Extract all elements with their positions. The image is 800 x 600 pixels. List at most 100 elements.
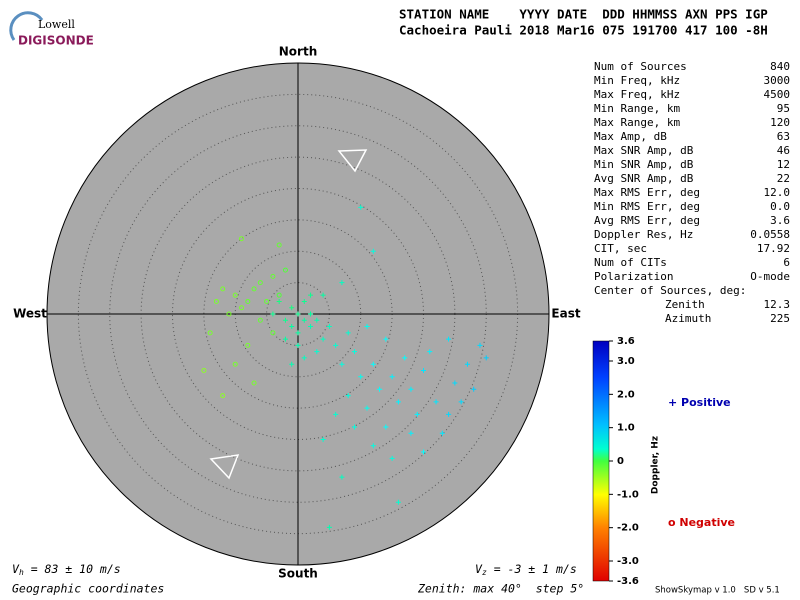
colorbar-tick-label: 3.0 bbox=[617, 356, 635, 367]
source-negative bbox=[232, 292, 238, 298]
source-negative bbox=[239, 305, 245, 311]
legend-negative: o Negative bbox=[668, 516, 735, 529]
source-negative bbox=[213, 298, 219, 304]
source-positive bbox=[289, 305, 295, 311]
logo-swoosh bbox=[9, 11, 44, 41]
source-positive bbox=[339, 361, 345, 367]
source-positive bbox=[333, 411, 339, 417]
source-positive bbox=[383, 424, 389, 430]
colorbar-tick-label: 1.0 bbox=[617, 423, 635, 434]
stat-value: 4500 bbox=[764, 88, 791, 101]
source-positive bbox=[314, 349, 320, 355]
source-positive bbox=[389, 455, 395, 461]
legend-positive: + Positive bbox=[668, 396, 731, 409]
source-positive bbox=[421, 367, 426, 373]
compass-label: East bbox=[551, 307, 580, 321]
colorbar bbox=[592, 340, 610, 582]
stat-label: Max SNR Amp, dB bbox=[594, 144, 694, 157]
source-positive bbox=[314, 317, 320, 323]
source-positive bbox=[483, 355, 489, 361]
source-positive bbox=[477, 342, 483, 348]
stat-value: 3000 bbox=[764, 74, 791, 87]
center-value: 12.3 bbox=[764, 298, 791, 311]
source-negative bbox=[276, 292, 282, 298]
center-label: Azimuth bbox=[665, 312, 711, 325]
stat-value: O-mode bbox=[750, 270, 790, 283]
stat-label: Avg RMS Err, deg bbox=[594, 214, 700, 227]
source-positive bbox=[282, 317, 288, 323]
source-positive bbox=[389, 374, 395, 380]
stat-value: 17.92 bbox=[757, 242, 790, 255]
source-positive bbox=[433, 399, 439, 405]
compass-label: North bbox=[279, 45, 317, 59]
source-positive bbox=[301, 317, 307, 323]
source-positive bbox=[439, 430, 445, 436]
source-negative bbox=[264, 298, 270, 304]
source-positive bbox=[395, 399, 401, 405]
header-line: STATION NAME YYYY DATE DDD HHMMSS AXN PP… bbox=[399, 7, 768, 22]
source-negative bbox=[207, 330, 213, 336]
center-title: Center of Sources, deg: bbox=[594, 284, 746, 297]
source-negative bbox=[201, 367, 207, 373]
stat-label: CIT, sec bbox=[594, 242, 647, 255]
source-positive bbox=[358, 204, 364, 210]
stat-label: Doppler Res, Hz bbox=[594, 228, 693, 241]
stat-value: 120 bbox=[770, 116, 790, 129]
source-positive bbox=[295, 342, 301, 348]
stat-value: 6 bbox=[783, 256, 790, 269]
source-positive bbox=[414, 411, 420, 417]
vz: Vz = -3 ± 1 m/s bbox=[475, 562, 577, 577]
source-negative bbox=[257, 317, 263, 323]
source-positive bbox=[351, 424, 357, 430]
center-value: 225 bbox=[770, 312, 790, 325]
source-positive bbox=[308, 324, 314, 330]
source-positive bbox=[370, 443, 376, 449]
source-positive bbox=[301, 355, 307, 361]
source-positive bbox=[370, 248, 376, 254]
stat-label: Min Freq, kHz bbox=[594, 74, 680, 87]
source-positive bbox=[464, 361, 470, 367]
logo-bottom: DIGISONDE bbox=[18, 34, 94, 48]
source-positive bbox=[276, 298, 282, 304]
stat-value: 46 bbox=[777, 144, 790, 157]
source-positive bbox=[408, 430, 414, 436]
stat-label: Min RMS Err, deg bbox=[594, 200, 700, 213]
source-negative bbox=[282, 267, 288, 273]
stat-label: Min SNR Amp, dB bbox=[594, 158, 694, 171]
source-negative bbox=[257, 280, 263, 286]
stat-value: 12 bbox=[777, 158, 790, 171]
colorbar-tick-label: 2.0 bbox=[617, 389, 635, 400]
compass-label: West bbox=[13, 307, 47, 321]
stat-value: 840 bbox=[770, 60, 790, 73]
zenith-info: Zenith: max 40° step 5° bbox=[417, 582, 584, 596]
stat-value: 0.0558 bbox=[750, 228, 790, 241]
source-positive bbox=[395, 499, 401, 505]
source-positive bbox=[421, 449, 426, 455]
source-negative bbox=[220, 286, 226, 292]
source-positive bbox=[339, 280, 345, 286]
colorbar-tick-label: -2.0 bbox=[617, 523, 639, 534]
source-positive bbox=[446, 336, 452, 342]
header-line: Cachoeira Pauli 2018 Mar16 075 191700 41… bbox=[399, 23, 768, 38]
logo: Lowell DIGISONDE bbox=[9, 11, 94, 48]
colorbar-tick-label: -1.0 bbox=[617, 489, 639, 500]
stat-label: Avg SNR Amp, dB bbox=[594, 172, 694, 185]
coords: Geographic coordinates bbox=[12, 582, 164, 596]
source-negative bbox=[276, 242, 282, 248]
stat-label: Max Freq, kHz bbox=[594, 88, 680, 101]
source-positive bbox=[326, 524, 332, 530]
source-negative bbox=[232, 361, 238, 367]
source-negative bbox=[270, 330, 276, 336]
source-positive bbox=[333, 342, 339, 348]
colorbar-label: Doppler, Hz bbox=[651, 436, 661, 494]
stat-label: Max RMS Err, deg bbox=[594, 186, 700, 199]
source-positive bbox=[364, 324, 370, 330]
source-positive bbox=[308, 311, 314, 317]
source-negative bbox=[245, 342, 251, 348]
source-negative bbox=[226, 311, 232, 317]
source-positive bbox=[326, 324, 332, 330]
colorbar-tick-label: 0 bbox=[617, 456, 624, 467]
source-positive bbox=[320, 336, 326, 342]
logo-top: Lowell bbox=[38, 18, 75, 31]
colorbar-tick-label: -3.6 bbox=[617, 576, 639, 587]
